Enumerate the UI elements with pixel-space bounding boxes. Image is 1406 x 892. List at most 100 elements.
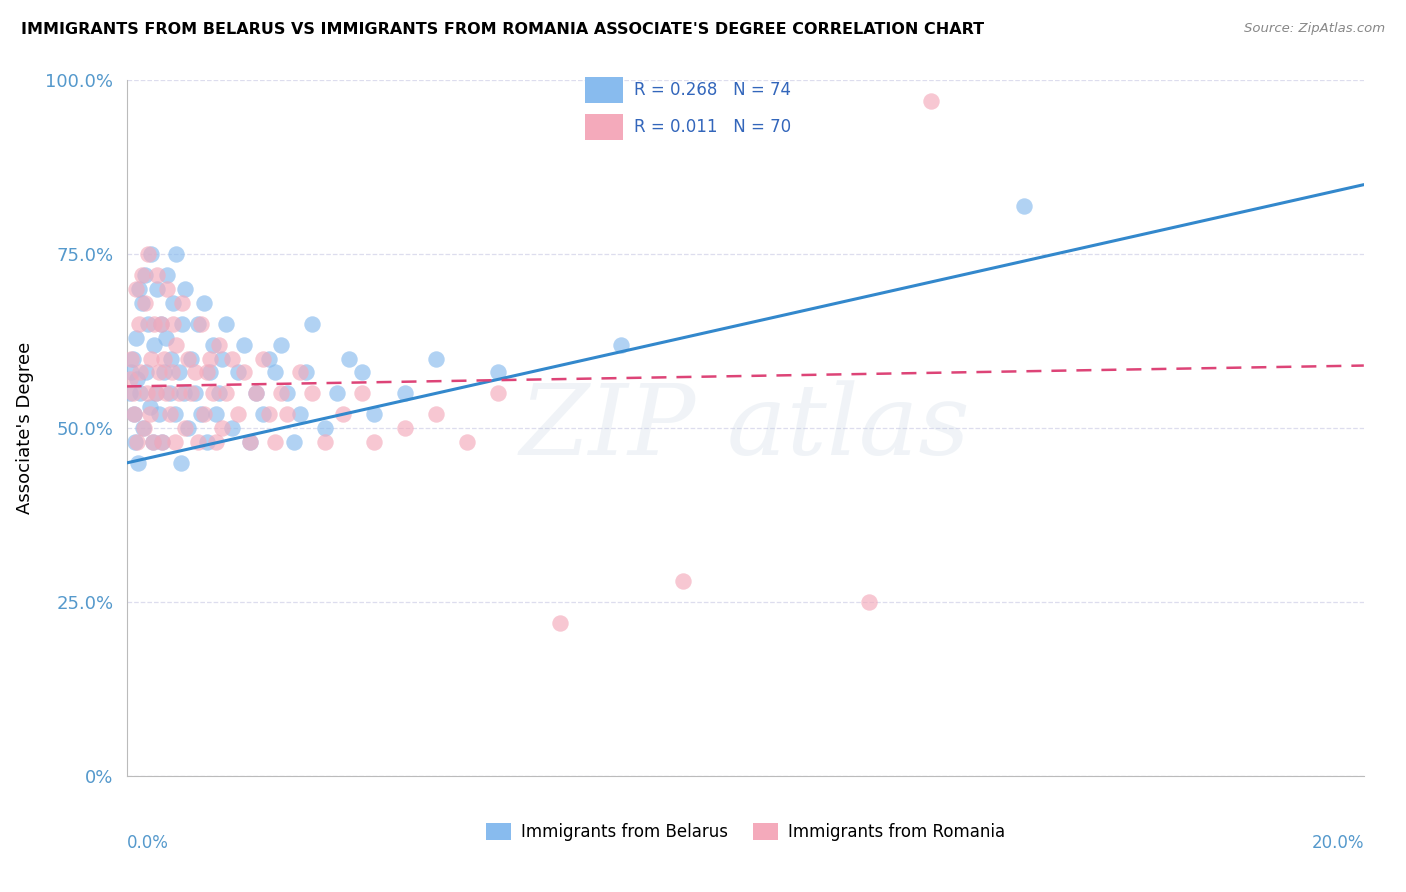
Point: [221, 351, 243, 366]
Point: [159, 386, 181, 401]
Point: [180, 386, 202, 401]
Point: [132, 421, 155, 435]
Point: [149, 317, 172, 331]
Point: [257, 351, 280, 366]
Point: [205, 407, 228, 421]
Point: [363, 435, 385, 450]
Point: [145, 386, 167, 401]
Point: [226, 366, 249, 380]
Legend: Immigrants from Belarus, Immigrants from Romania: Immigrants from Belarus, Immigrants from…: [479, 816, 1011, 847]
Point: [350, 386, 373, 401]
Point: [214, 386, 236, 401]
Point: [394, 421, 416, 435]
Point: [257, 407, 280, 421]
Point: [190, 317, 212, 331]
Point: [128, 317, 150, 331]
Point: [177, 351, 200, 366]
Point: [211, 421, 233, 435]
Point: [159, 407, 181, 421]
Point: [239, 435, 262, 450]
Point: [155, 386, 177, 401]
Point: [146, 282, 169, 296]
Point: [288, 366, 311, 380]
Point: [143, 337, 166, 351]
Point: [208, 386, 231, 401]
Point: [167, 386, 190, 401]
Point: [295, 366, 318, 380]
Point: [136, 247, 159, 261]
Point: [136, 317, 159, 331]
Point: [252, 407, 274, 421]
Y-axis label: Associate's Degree: Associate's Degree: [17, 342, 34, 515]
Point: [425, 351, 447, 366]
Point: [193, 296, 215, 310]
Text: R = 0.011   N = 70: R = 0.011 N = 70: [634, 118, 792, 136]
Point: [858, 595, 880, 609]
Point: [301, 317, 323, 331]
Point: [920, 94, 942, 108]
Point: [180, 351, 202, 366]
Point: [118, 386, 141, 401]
Point: [152, 366, 174, 380]
Point: [128, 282, 150, 296]
Point: [163, 407, 186, 421]
Point: [156, 282, 179, 296]
Point: [174, 421, 197, 435]
Bar: [585, 78, 623, 103]
Point: [187, 317, 209, 331]
Point: [172, 296, 194, 310]
Text: Source: ZipAtlas.com: Source: ZipAtlas.com: [1244, 22, 1385, 36]
Point: [125, 372, 148, 386]
Point: [233, 366, 256, 380]
Point: [193, 407, 215, 421]
Text: R = 0.268   N = 74: R = 0.268 N = 74: [634, 81, 792, 99]
Point: [160, 351, 183, 366]
Point: [132, 421, 155, 435]
Point: [252, 351, 274, 366]
Point: [139, 401, 162, 415]
Point: [288, 407, 311, 421]
Point: [173, 386, 195, 401]
Point: [162, 317, 184, 331]
Point: [155, 331, 177, 345]
Point: [152, 351, 174, 366]
Point: [136, 386, 159, 401]
Point: [332, 407, 354, 421]
Text: 0.0%: 0.0%: [127, 834, 169, 852]
Point: [141, 351, 163, 366]
Point: [610, 337, 633, 351]
Point: [1012, 198, 1035, 212]
Point: [125, 282, 148, 296]
Point: [245, 386, 267, 401]
Point: [121, 351, 143, 366]
Point: [160, 366, 183, 380]
Point: [214, 317, 236, 331]
Point: [170, 456, 193, 470]
Point: [141, 435, 163, 450]
Point: [152, 435, 174, 450]
Point: [152, 435, 174, 450]
Point: [314, 435, 336, 450]
Point: [165, 247, 187, 261]
Point: [195, 435, 218, 450]
Text: 20.0%: 20.0%: [1312, 834, 1364, 852]
Point: [314, 421, 336, 435]
Point: [134, 296, 156, 310]
Point: [162, 296, 184, 310]
Point: [337, 351, 360, 366]
Point: [121, 366, 143, 380]
Point: [122, 407, 145, 421]
Point: [121, 351, 143, 366]
Point: [148, 407, 170, 421]
Point: [198, 366, 221, 380]
Point: [183, 366, 205, 380]
Point: [131, 296, 153, 310]
Point: [125, 331, 148, 345]
Point: [118, 372, 141, 386]
Point: [245, 386, 267, 401]
Point: [172, 317, 194, 331]
Point: [226, 407, 249, 421]
Point: [394, 386, 416, 401]
Point: [350, 366, 373, 380]
Point: [131, 268, 153, 282]
